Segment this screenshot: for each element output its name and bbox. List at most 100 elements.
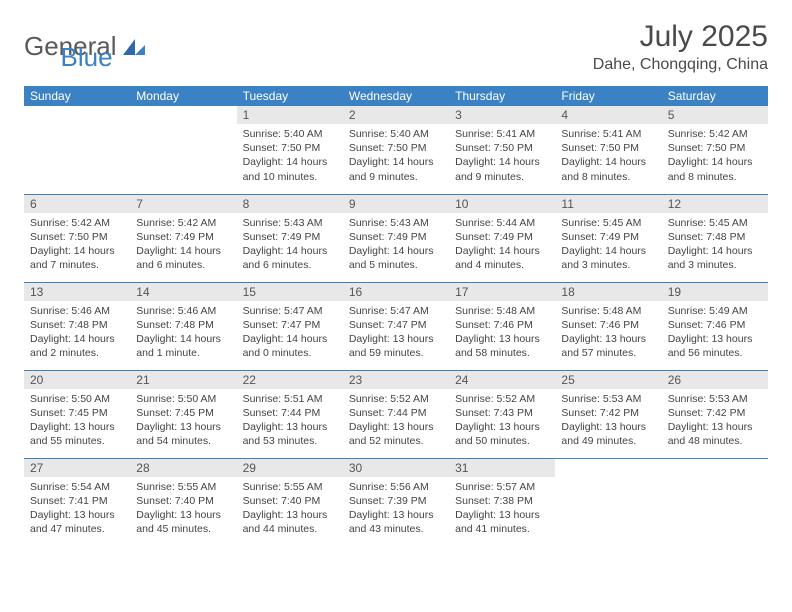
sunset-line: Sunset: 7:38 PM bbox=[455, 494, 549, 508]
calendar-day-cell: 14Sunrise: 5:46 AMSunset: 7:48 PMDayligh… bbox=[130, 282, 236, 370]
location: Dahe, Chongqing, China bbox=[593, 56, 768, 74]
day-body: Sunrise: 5:42 AMSunset: 7:49 PMDaylight:… bbox=[130, 213, 236, 279]
daylight-line: Daylight: 13 hours and 41 minutes. bbox=[455, 508, 549, 536]
sunset-line: Sunset: 7:50 PM bbox=[349, 141, 443, 155]
day-body: Sunrise: 5:46 AMSunset: 7:48 PMDaylight:… bbox=[130, 301, 236, 367]
calendar-day-cell: 31Sunrise: 5:57 AMSunset: 7:38 PMDayligh… bbox=[449, 458, 555, 546]
sunrise-line: Sunrise: 5:41 AM bbox=[561, 127, 655, 141]
calendar-day-cell: 23Sunrise: 5:52 AMSunset: 7:44 PMDayligh… bbox=[343, 370, 449, 458]
calendar-week-row: 13Sunrise: 5:46 AMSunset: 7:48 PMDayligh… bbox=[24, 282, 768, 370]
sunset-line: Sunset: 7:48 PM bbox=[136, 318, 230, 332]
sunrise-line: Sunrise: 5:53 AM bbox=[561, 392, 655, 406]
sunrise-line: Sunrise: 5:52 AM bbox=[349, 392, 443, 406]
sunset-line: Sunset: 7:47 PM bbox=[349, 318, 443, 332]
sunset-line: Sunset: 7:50 PM bbox=[243, 141, 337, 155]
day-body: Sunrise: 5:57 AMSunset: 7:38 PMDaylight:… bbox=[449, 477, 555, 543]
sunset-line: Sunset: 7:43 PM bbox=[455, 406, 549, 420]
calendar-day-cell: 18Sunrise: 5:48 AMSunset: 7:46 PMDayligh… bbox=[555, 282, 661, 370]
day-body: Sunrise: 5:53 AMSunset: 7:42 PMDaylight:… bbox=[662, 389, 768, 455]
sunrise-line: Sunrise: 5:43 AM bbox=[349, 216, 443, 230]
day-body: Sunrise: 5:55 AMSunset: 7:40 PMDaylight:… bbox=[130, 477, 236, 543]
sunrise-line: Sunrise: 5:47 AM bbox=[243, 304, 337, 318]
day-number: 10 bbox=[449, 195, 555, 213]
calendar-day-cell: 9Sunrise: 5:43 AMSunset: 7:49 PMDaylight… bbox=[343, 194, 449, 282]
daylight-line: Daylight: 14 hours and 3 minutes. bbox=[561, 244, 655, 272]
logo-sail-icon bbox=[121, 37, 147, 57]
calendar-day-cell: 29Sunrise: 5:55 AMSunset: 7:40 PMDayligh… bbox=[237, 458, 343, 546]
daylight-line: Daylight: 14 hours and 5 minutes. bbox=[349, 244, 443, 272]
day-number-empty bbox=[555, 459, 661, 477]
day-body: Sunrise: 5:45 AMSunset: 7:48 PMDaylight:… bbox=[662, 213, 768, 279]
day-body: Sunrise: 5:46 AMSunset: 7:48 PMDaylight:… bbox=[24, 301, 130, 367]
day-number: 29 bbox=[237, 459, 343, 477]
sunset-line: Sunset: 7:46 PM bbox=[455, 318, 549, 332]
sunrise-line: Sunrise: 5:55 AM bbox=[136, 480, 230, 494]
day-body: Sunrise: 5:40 AMSunset: 7:50 PMDaylight:… bbox=[237, 124, 343, 190]
logo-text-blue: Blue bbox=[61, 42, 113, 73]
daylight-line: Daylight: 13 hours and 50 minutes. bbox=[455, 420, 549, 448]
calendar-day-cell: 16Sunrise: 5:47 AMSunset: 7:47 PMDayligh… bbox=[343, 282, 449, 370]
daylight-line: Daylight: 13 hours and 45 minutes. bbox=[136, 508, 230, 536]
day-number: 1 bbox=[237, 106, 343, 124]
day-body: Sunrise: 5:50 AMSunset: 7:45 PMDaylight:… bbox=[130, 389, 236, 455]
sunset-line: Sunset: 7:41 PM bbox=[30, 494, 124, 508]
sunset-line: Sunset: 7:49 PM bbox=[136, 230, 230, 244]
calendar-week-row: 20Sunrise: 5:50 AMSunset: 7:45 PMDayligh… bbox=[24, 370, 768, 458]
day-number: 2 bbox=[343, 106, 449, 124]
daylight-line: Daylight: 14 hours and 3 minutes. bbox=[668, 244, 762, 272]
sunset-line: Sunset: 7:42 PM bbox=[668, 406, 762, 420]
daylight-line: Daylight: 14 hours and 10 minutes. bbox=[243, 155, 337, 183]
sunset-line: Sunset: 7:49 PM bbox=[455, 230, 549, 244]
calendar-week-row: 6Sunrise: 5:42 AMSunset: 7:50 PMDaylight… bbox=[24, 194, 768, 282]
sunrise-line: Sunrise: 5:42 AM bbox=[30, 216, 124, 230]
calendar-day-cell: 8Sunrise: 5:43 AMSunset: 7:49 PMDaylight… bbox=[237, 194, 343, 282]
sunset-line: Sunset: 7:42 PM bbox=[561, 406, 655, 420]
day-number: 7 bbox=[130, 195, 236, 213]
day-number: 17 bbox=[449, 283, 555, 301]
sunrise-line: Sunrise: 5:48 AM bbox=[455, 304, 549, 318]
day-number: 5 bbox=[662, 106, 768, 124]
weekday-header-row: Sunday Monday Tuesday Wednesday Thursday… bbox=[24, 86, 768, 106]
daylight-line: Daylight: 14 hours and 6 minutes. bbox=[136, 244, 230, 272]
day-number: 4 bbox=[555, 106, 661, 124]
daylight-line: Daylight: 14 hours and 4 minutes. bbox=[455, 244, 549, 272]
day-number: 15 bbox=[237, 283, 343, 301]
sunrise-line: Sunrise: 5:44 AM bbox=[455, 216, 549, 230]
sunset-line: Sunset: 7:48 PM bbox=[30, 318, 124, 332]
sunrise-line: Sunrise: 5:47 AM bbox=[349, 304, 443, 318]
weekday-header: Tuesday bbox=[237, 86, 343, 106]
day-body: Sunrise: 5:53 AMSunset: 7:42 PMDaylight:… bbox=[555, 389, 661, 455]
weekday-header: Monday bbox=[130, 86, 236, 106]
sunrise-line: Sunrise: 5:41 AM bbox=[455, 127, 549, 141]
day-number-empty bbox=[130, 106, 236, 124]
daylight-line: Daylight: 13 hours and 52 minutes. bbox=[349, 420, 443, 448]
day-number: 20 bbox=[24, 371, 130, 389]
day-body: Sunrise: 5:42 AMSunset: 7:50 PMDaylight:… bbox=[24, 213, 130, 279]
calendar-day-cell: 27Sunrise: 5:54 AMSunset: 7:41 PMDayligh… bbox=[24, 458, 130, 546]
sunset-line: Sunset: 7:44 PM bbox=[243, 406, 337, 420]
sunrise-line: Sunrise: 5:46 AM bbox=[30, 304, 124, 318]
calendar-day-cell: 26Sunrise: 5:53 AMSunset: 7:42 PMDayligh… bbox=[662, 370, 768, 458]
day-number: 21 bbox=[130, 371, 236, 389]
sunset-line: Sunset: 7:47 PM bbox=[243, 318, 337, 332]
day-number: 31 bbox=[449, 459, 555, 477]
daylight-line: Daylight: 13 hours and 56 minutes. bbox=[668, 332, 762, 360]
sunrise-line: Sunrise: 5:55 AM bbox=[243, 480, 337, 494]
calendar-day-cell bbox=[662, 458, 768, 546]
sunrise-line: Sunrise: 5:48 AM bbox=[561, 304, 655, 318]
logo: General Blue bbox=[24, 20, 113, 73]
day-body: Sunrise: 5:55 AMSunset: 7:40 PMDaylight:… bbox=[237, 477, 343, 543]
calendar-day-cell: 19Sunrise: 5:49 AMSunset: 7:46 PMDayligh… bbox=[662, 282, 768, 370]
sunrise-line: Sunrise: 5:40 AM bbox=[243, 127, 337, 141]
sunrise-line: Sunrise: 5:51 AM bbox=[243, 392, 337, 406]
calendar-day-cell bbox=[24, 106, 130, 194]
sunset-line: Sunset: 7:46 PM bbox=[561, 318, 655, 332]
day-number: 25 bbox=[555, 371, 661, 389]
daylight-line: Daylight: 14 hours and 7 minutes. bbox=[30, 244, 124, 272]
day-body: Sunrise: 5:43 AMSunset: 7:49 PMDaylight:… bbox=[237, 213, 343, 279]
day-number: 6 bbox=[24, 195, 130, 213]
sunrise-line: Sunrise: 5:54 AM bbox=[30, 480, 124, 494]
day-number: 14 bbox=[130, 283, 236, 301]
sunrise-line: Sunrise: 5:43 AM bbox=[243, 216, 337, 230]
day-body: Sunrise: 5:52 AMSunset: 7:43 PMDaylight:… bbox=[449, 389, 555, 455]
